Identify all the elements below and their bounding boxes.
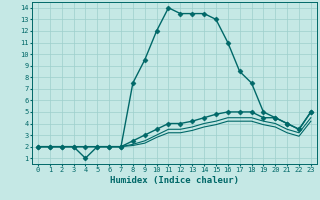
X-axis label: Humidex (Indice chaleur): Humidex (Indice chaleur)	[110, 176, 239, 185]
